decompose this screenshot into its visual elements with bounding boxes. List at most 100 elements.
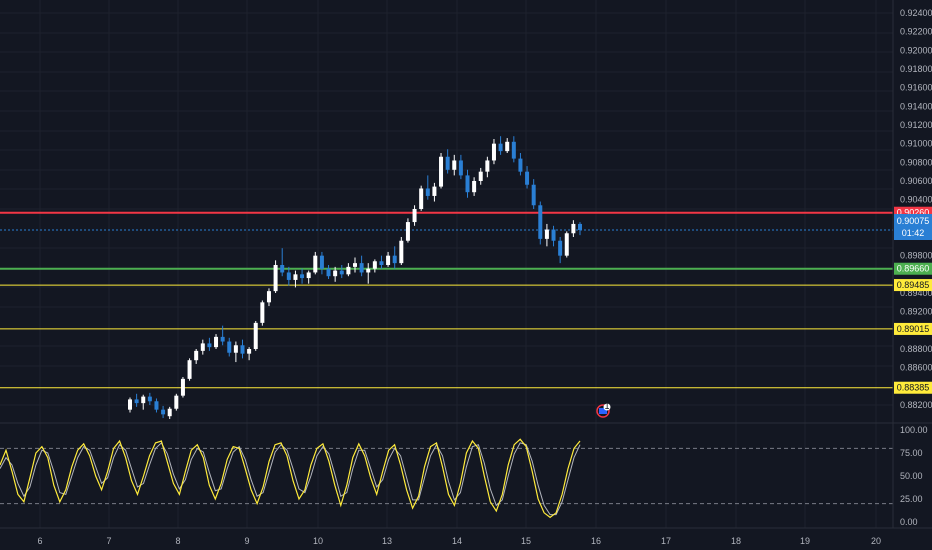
stochastic-tick-label: 0.00 (900, 517, 918, 527)
candle-body[interactable] (220, 336, 225, 342)
candle-body[interactable] (273, 265, 278, 292)
candle-body[interactable] (326, 268, 331, 277)
candle-body[interactable] (147, 396, 152, 402)
candle-body[interactable] (511, 141, 516, 159)
candle-body[interactable] (240, 345, 245, 354)
level-tag-label: 0.89660 (897, 264, 930, 274)
price-axis[interactable]: 0.92400 0.92200 0.92000 0.91800 0.91600 0.914… (892, 0, 932, 528)
candle-body[interactable] (353, 263, 357, 267)
candle-body[interactable] (286, 272, 291, 280)
candle-body[interactable] (300, 274, 305, 279)
candle-body[interactable] (154, 401, 159, 410)
candle-body[interactable] (379, 261, 384, 265)
time-axis[interactable]: 6 7 8 9 10 13 14 15 16 17 18 19 20 (0, 527, 932, 546)
stochastic-tick-label: 75.00 (900, 448, 923, 458)
candle-body[interactable] (280, 265, 285, 273)
candle-body[interactable] (425, 188, 430, 196)
candle-body[interactable] (227, 341, 232, 353)
event-marker[interactable]: 1 (596, 401, 611, 418)
candle-body[interactable] (372, 261, 377, 269)
candle-body[interactable] (366, 268, 371, 273)
candle-body[interactable] (485, 160, 490, 172)
candle-body[interactable] (386, 255, 391, 265)
candle-body[interactable] (134, 399, 139, 404)
candle-body[interactable] (233, 345, 238, 353)
candle-body[interactable] (445, 156, 450, 170)
price-tick-label: 0.90400 (900, 195, 932, 205)
candle-body[interactable] (128, 399, 132, 410)
price-tick-label: 0.92200 (900, 27, 932, 37)
candle-body[interactable] (359, 263, 364, 273)
candle-body[interactable] (412, 209, 417, 223)
level-tag-label: 0.88385 (897, 383, 930, 393)
candle-body[interactable] (452, 160, 457, 170)
candle-body[interactable] (319, 255, 324, 269)
candle-body[interactable] (419, 188, 424, 209)
candlestick-series[interactable] (128, 136, 582, 419)
candle-body[interactable] (538, 205, 543, 239)
time-tick-label: 8 (175, 536, 180, 546)
time-tick-label: 7 (106, 536, 111, 546)
time-tick-label: 10 (313, 536, 323, 546)
candle-body[interactable] (207, 343, 212, 348)
candle-body[interactable] (525, 171, 530, 185)
level-tag-bg (894, 322, 932, 335)
candle-body[interactable] (472, 181, 477, 193)
candle-body[interactable] (167, 408, 172, 417)
candle-body[interactable] (405, 222, 410, 241)
candle-body[interactable] (478, 171, 483, 181)
candle-body[interactable] (247, 349, 252, 354)
level-tag-bg (894, 262, 932, 275)
candle-body[interactable] (544, 229, 549, 239)
level-tag-bg (894, 279, 932, 292)
candle-body[interactable] (339, 270, 344, 275)
candle-body[interactable] (333, 270, 338, 277)
price-tick-label: 0.91800 (900, 64, 932, 74)
candle-body[interactable] (564, 233, 569, 256)
candle-body[interactable] (439, 156, 444, 187)
candle-body[interactable] (253, 322, 258, 349)
price-tick-label: 0.91400 (900, 101, 932, 111)
candle-body[interactable] (214, 336, 219, 348)
candle-body[interactable] (551, 229, 556, 241)
candle-body[interactable] (518, 158, 523, 172)
price-tick-label: 0.89800 (900, 251, 932, 261)
candle-body[interactable] (465, 175, 470, 193)
candle-body[interactable] (578, 223, 582, 230)
candle-body[interactable] (306, 272, 311, 279)
candle-body[interactable] (346, 266, 351, 275)
level-tag-label: 0.89485 (897, 280, 930, 290)
candle-body[interactable] (392, 255, 397, 264)
candle-body[interactable] (174, 395, 179, 409)
candle-body[interactable] (187, 360, 192, 379)
candle-body[interactable] (505, 141, 510, 152)
candle-body[interactable] (194, 350, 199, 361)
price-tick-label: 0.91600 (900, 83, 932, 93)
candle-body[interactable] (200, 343, 205, 351)
candle-body[interactable] (141, 396, 146, 404)
candle-body[interactable] (458, 160, 463, 176)
candle-body[interactable] (266, 291, 271, 303)
horizontal-levels[interactable] (0, 211, 893, 389)
stochastic-pane[interactable] (0, 438, 893, 519)
stochastic-tick-label: 100.00 (900, 425, 928, 435)
candle-body[interactable] (260, 302, 265, 323)
candle-body[interactable] (571, 223, 576, 234)
candle-body[interactable] (293, 274, 298, 280)
time-tick-label: 14 (452, 536, 462, 546)
candle-body[interactable] (399, 240, 404, 264)
candle-body[interactable] (531, 184, 536, 206)
price-tick-label: 0.88600 (900, 363, 932, 373)
candle-body[interactable] (432, 186, 437, 196)
candle-body[interactable] (180, 378, 185, 396)
candle-body[interactable] (491, 143, 496, 161)
price-tick-label: 0.92400 (900, 8, 932, 18)
price-tick-label: 0.88800 (900, 344, 932, 354)
candle-body[interactable] (313, 255, 318, 273)
candle-body[interactable] (558, 240, 563, 256)
candle-body[interactable] (498, 143, 503, 152)
current-price-tag-bg (894, 214, 932, 240)
stoch-k-line (0, 438, 581, 519)
candle-body[interactable] (161, 409, 166, 415)
